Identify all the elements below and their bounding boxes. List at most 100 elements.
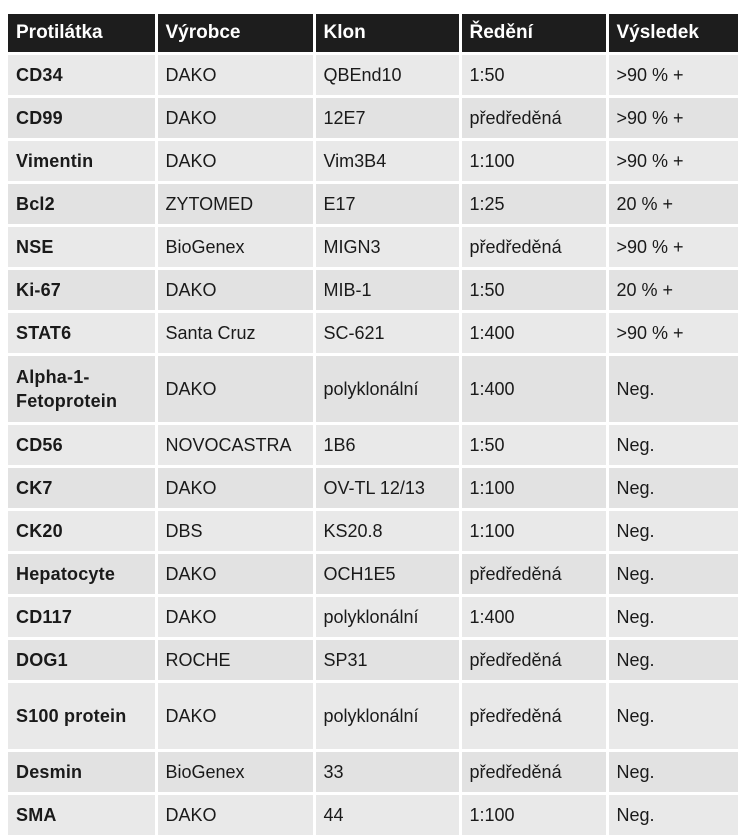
cell-vyrobce: NOVOCASTRA	[156, 423, 316, 468]
cell-vysledek: >90 % +	[607, 139, 738, 184]
cell-vysledek: Neg.	[607, 638, 738, 683]
cell-vyrobce: DAKO	[156, 96, 316, 141]
table-row: S100 protein DAKO polyklonální předředěná Ne…	[8, 681, 738, 752]
cell-klon: 12E7	[314, 96, 462, 141]
cell-klon: QBEnd10	[314, 53, 462, 98]
cell-vysledek: >90 % +	[607, 225, 738, 270]
cell-vysledek: Neg.	[607, 509, 738, 554]
cell-protilatka: Vimentin	[8, 139, 158, 184]
table-row: Hepatocyte DAKO OCH1E5 předředěná Neg.	[8, 552, 738, 597]
cell-redeni: předředěná	[460, 552, 609, 597]
table-header-row: Protilátka Výrobce Klon Ředění Výsledek	[8, 14, 738, 55]
cell-vyrobce: DBS	[156, 509, 316, 554]
cell-redeni: předředěná	[460, 225, 609, 270]
antibody-table: Protilátka Výrobce Klon Ředění Výsledek …	[8, 14, 738, 838]
cell-redeni: 1:100	[460, 466, 609, 511]
cell-redeni: 1:50	[460, 53, 609, 98]
cell-redeni: 1:25	[460, 182, 609, 227]
table-row: CD56 NOVOCASTRA 1B6 1:50 Neg.	[8, 423, 738, 468]
cell-klon: KS20.8	[314, 509, 462, 554]
cell-vyrobce: DAKO	[156, 139, 316, 184]
table-row: STAT6 Santa Cruz SC-621 1:400 >90 % +	[8, 311, 738, 356]
table-row: CD99 DAKO 12E7 předředěná >90 % +	[8, 96, 738, 141]
cell-vysledek: 20 % +	[607, 182, 738, 227]
table-row: DOG1 ROCHE SP31 předředěná Neg.	[8, 638, 738, 683]
cell-klon: MIGN3	[314, 225, 462, 270]
cell-vysledek: Neg.	[607, 354, 738, 425]
cell-klon: polyklonální	[314, 354, 462, 425]
cell-protilatka: CD117	[8, 595, 158, 640]
cell-vyrobce: ZYTOMED	[156, 182, 316, 227]
cell-redeni: 1:400	[460, 595, 609, 640]
cell-vyrobce: BioGenex	[156, 750, 316, 795]
cell-protilatka: CD99	[8, 96, 158, 141]
cell-redeni: 1:100	[460, 509, 609, 554]
cell-klon: OCH1E5	[314, 552, 462, 597]
cell-protilatka: Ki-67	[8, 268, 158, 313]
cell-vyrobce: DAKO	[156, 595, 316, 640]
cell-vyrobce: DAKO	[156, 53, 316, 98]
cell-protilatka: DOG1	[8, 638, 158, 683]
cell-vyrobce: BioGenex	[156, 225, 316, 270]
cell-klon: 33	[314, 750, 462, 795]
cell-vyrobce: DAKO	[156, 681, 316, 752]
cell-klon: E17	[314, 182, 462, 227]
cell-klon: polyklonální	[314, 595, 462, 640]
table-row: CK20 DBS KS20.8 1:100 Neg.	[8, 509, 738, 554]
header-protilatka: Protilátka	[8, 14, 158, 55]
cell-vyrobce: DAKO	[156, 354, 316, 425]
cell-redeni: 1:50	[460, 268, 609, 313]
cell-redeni: 1:400	[460, 311, 609, 356]
table-row: NSE BioGenex MIGN3 předředěná >90 % +	[8, 225, 738, 270]
cell-vyrobce: DAKO	[156, 552, 316, 597]
cell-vyrobce: DAKO	[156, 268, 316, 313]
cell-protilatka: CD34	[8, 53, 158, 98]
table-row: Alpha-1-Fetoprotein DAKO polyklonální 1:400…	[8, 354, 738, 425]
cell-protilatka: NSE	[8, 225, 158, 270]
antibody-table-container: Protilátka Výrobce Klon Ředění Výsledek …	[8, 14, 738, 838]
cell-protilatka: Desmin	[8, 750, 158, 795]
header-vyrobce: Výrobce	[156, 14, 316, 55]
cell-klon: polyklonální	[314, 681, 462, 752]
table-row: Vimentin DAKO Vim3B4 1:100 >90 % +	[8, 139, 738, 184]
cell-vysledek: 20 % +	[607, 268, 738, 313]
cell-klon: SC-621	[314, 311, 462, 356]
cell-protilatka: CK7	[8, 466, 158, 511]
cell-vysledek: Neg.	[607, 423, 738, 468]
table-row: CD117 DAKO polyklonální 1:400 Neg.	[8, 595, 738, 640]
table-row: Bcl2 ZYTOMED E17 1:25 20 % +	[8, 182, 738, 227]
cell-vysledek: Neg.	[607, 681, 738, 752]
cell-redeni: 1:400	[460, 354, 609, 425]
cell-vysledek: Neg.	[607, 595, 738, 640]
header-klon: Klon	[314, 14, 462, 55]
cell-klon: SP31	[314, 638, 462, 683]
cell-redeni: 1:100	[460, 139, 609, 184]
cell-vyrobce: Santa Cruz	[156, 311, 316, 356]
cell-protilatka: Bcl2	[8, 182, 158, 227]
cell-vysledek: >90 % +	[607, 53, 738, 98]
cell-protilatka: STAT6	[8, 311, 158, 356]
cell-redeni: 1:50	[460, 423, 609, 468]
table-body: CD34 DAKO QBEnd10 1:50 >90 % + CD99 DAKO 12E7 př…	[8, 53, 738, 838]
table-row: Desmin BioGenex 33 předředěná Neg.	[8, 750, 738, 795]
cell-klon: MIB-1	[314, 268, 462, 313]
header-redeni: Ředění	[460, 14, 609, 55]
cell-protilatka: S100 protein	[8, 681, 158, 752]
cell-vyrobce: ROCHE	[156, 638, 316, 683]
cell-redeni: předředěná	[460, 638, 609, 683]
cell-protilatka: Hepatocyte	[8, 552, 158, 597]
cell-vyrobce: DAKO	[156, 466, 316, 511]
cell-redeni: předředěná	[460, 96, 609, 141]
cell-redeni: předředěná	[460, 750, 609, 795]
cell-vysledek: Neg.	[607, 750, 738, 795]
table-row: Ki-67 DAKO MIB-1 1:50 20 % +	[8, 268, 738, 313]
cell-vysledek: Neg.	[607, 552, 738, 597]
cell-protilatka: CD56	[8, 423, 158, 468]
cell-protilatka: Alpha-1-Fetoprotein	[8, 354, 158, 425]
cell-protilatka: CK20	[8, 509, 158, 554]
cell-klon: Vim3B4	[314, 139, 462, 184]
cell-redeni: předředěná	[460, 681, 609, 752]
cell-klon: OV-TL 12/13	[314, 466, 462, 511]
table-row: CD34 DAKO QBEnd10 1:50 >90 % +	[8, 53, 738, 98]
table-row: CK7 DAKO OV-TL 12/13 1:100 Neg.	[8, 466, 738, 511]
